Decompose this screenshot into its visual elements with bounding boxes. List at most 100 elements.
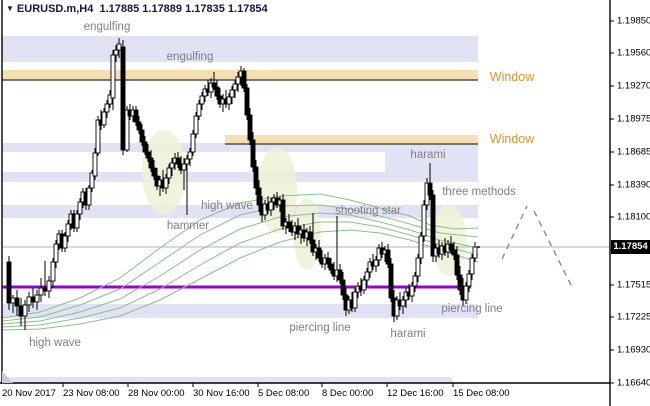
window-label: Window: [489, 132, 535, 146]
y-axis-label: 1.18390: [617, 179, 650, 191]
harami-zone: [385, 145, 478, 177]
y-axis-label: 1.18975: [617, 113, 650, 125]
candle-body: [166, 167, 172, 179]
candle-body: [6, 261, 12, 304]
candle-body: [175, 157, 181, 165]
candle-body: [202, 88, 208, 97]
pattern-label-shooting-star: shooting star: [335, 205, 401, 217]
candle-body: [92, 152, 98, 177]
candle-body: [62, 235, 68, 249]
moving-average-line-5: [1, 229, 479, 331]
candle-body: [181, 163, 187, 171]
candle-body: [34, 294, 40, 303]
candle-body: [226, 96, 232, 105]
chart-dropdown-icon[interactable]: ▼: [6, 4, 14, 13]
pattern-label-piercing-line: piercing line: [289, 322, 351, 334]
candle-body: [373, 259, 379, 267]
support-zone-bottom: [2, 377, 452, 383]
pattern-label-harami: harami: [410, 149, 446, 161]
candle-body: [214, 86, 220, 97]
candle-body: [325, 257, 331, 265]
candle-body: [361, 279, 367, 291]
candle-body: [187, 151, 193, 160]
candle-body: [364, 271, 370, 281]
candle-body: [151, 167, 157, 177]
resistance-zone-top: [2, 36, 478, 62]
pattern-label-engulfing: engulfing: [166, 51, 214, 63]
candle-body: [14, 297, 20, 307]
candle-body: [193, 115, 199, 135]
candle-body: [232, 83, 238, 91]
candle-body: [124, 109, 130, 151]
pattern-highlight-ellipse: [432, 204, 466, 276]
pattern-label-high-wave: high wave: [201, 200, 253, 212]
candle-body: [394, 299, 400, 317]
candle-body: [247, 114, 253, 141]
candle-body: [139, 129, 145, 143]
candle-body: [337, 269, 343, 281]
candle-body: [388, 263, 394, 299]
chart-title: ▼ EURUSD.m,H4 1.17885 1.17889 1.17835 1.1…: [6, 3, 268, 15]
pattern-label-engulfing: engulfing: [83, 21, 131, 33]
candle-body: [101, 111, 107, 126]
candle-body: [415, 257, 421, 277]
candle-body: [229, 89, 235, 98]
candle-body: [241, 70, 247, 89]
window-label: Window: [489, 70, 535, 84]
y-axis-label: 1.19270: [617, 80, 650, 92]
candle-body: [22, 304, 28, 317]
candle-body: [250, 139, 256, 168]
candle-body: [86, 187, 92, 206]
moving-average-line-4: [1, 221, 479, 328]
candle-body: [133, 109, 139, 123]
candle-body: [280, 199, 286, 227]
candle-body: [253, 166, 259, 189]
candle-body: [340, 279, 346, 296]
moving-average-line-3: [1, 212, 479, 325]
candle-body: [208, 82, 214, 93]
candle-body: [451, 249, 457, 256]
candle-body: [310, 239, 316, 253]
pattern-label-high-wave: high wave: [29, 337, 81, 349]
x-axis-label: 30 Nov 16:00: [193, 388, 250, 399]
y-axis-label: 1.17515: [617, 279, 650, 291]
candle-body: [30, 296, 36, 303]
candle-body: [196, 103, 202, 117]
x-axis-label: 20 Nov 2017: [2, 388, 56, 399]
pattern-highlight-ellipse: [142, 130, 186, 214]
candle-body: [120, 46, 126, 151]
pattern-label-hammer: hammer: [166, 220, 210, 232]
projection-dashed-line[interactable]: [533, 210, 574, 290]
y-axis-label: 1.16640: [617, 377, 650, 389]
sr-stripe-1: [2, 143, 478, 152]
candle-body: [307, 231, 313, 241]
y-axis-label: 1.16930: [617, 344, 650, 356]
candle-body: [256, 187, 262, 206]
x-axis-label: 8 Dec 00:00: [322, 388, 374, 399]
candle-body: [286, 221, 292, 229]
candle-body: [89, 172, 95, 189]
y-axis-label: 1.17225: [617, 311, 650, 323]
projection-dashed-line[interactable]: [501, 205, 528, 260]
candle-body: [352, 291, 358, 309]
candle-body: [199, 95, 205, 105]
pattern-label-piercing-line: piercing line: [441, 303, 503, 315]
pattern-label-harami: harami: [390, 328, 426, 340]
pattern-highlight-ellipse: [257, 147, 297, 233]
symbol-period-label: EURUSD.m,H4: [16, 3, 94, 15]
candle-body: [53, 243, 59, 263]
candle-body: [148, 157, 154, 169]
candle-body: [472, 246, 478, 259]
piercing-zone: [2, 304, 478, 318]
candle-body: [454, 254, 460, 276]
candle-body: [136, 121, 142, 131]
candle-body: [104, 103, 110, 113]
candle-body: [427, 182, 433, 196]
candle-body: [469, 257, 475, 275]
candle-body: [50, 261, 56, 282]
x-axis-label: 15 Dec 08:00: [453, 388, 510, 399]
candle-body: [409, 285, 415, 297]
candle-body: [107, 94, 113, 105]
